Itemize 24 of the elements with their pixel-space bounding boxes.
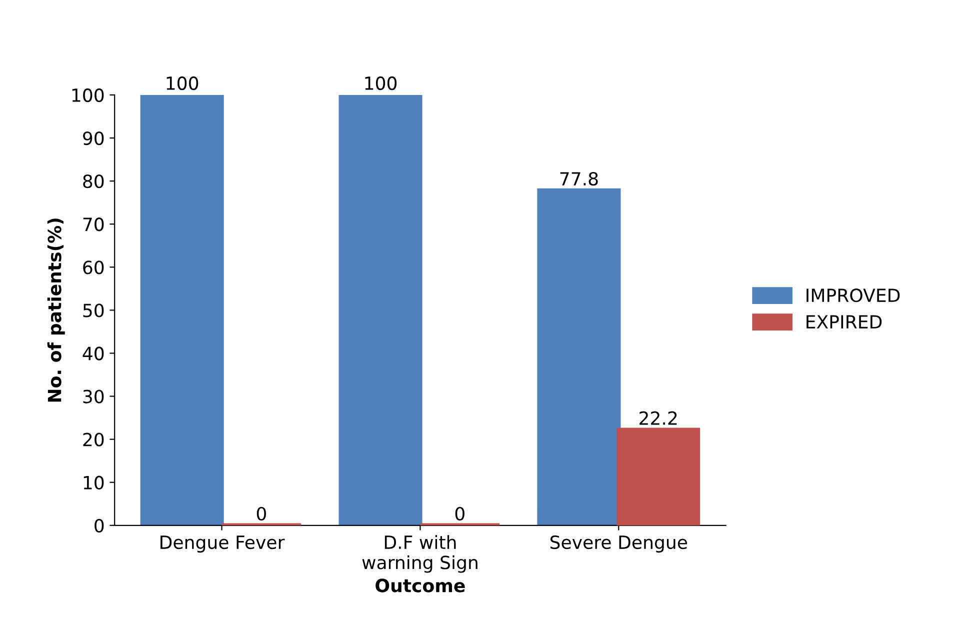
y-tick-label: 10 — [84, 476, 104, 490]
y-tick-label: 40 — [82, 346, 104, 360]
data-label: 22.2 — [640, 411, 677, 425]
y-tick-label: 60 — [83, 260, 104, 274]
y-axis-title: No. of patients(%) — [47, 218, 65, 402]
y-tick-label: 30 — [83, 390, 104, 404]
y-tick-label: 100 — [72, 88, 104, 102]
y-tick-label: 20 — [83, 432, 104, 446]
x-axis-title: Outcome — [376, 578, 465, 592]
data-label: 77.8 — [560, 172, 598, 186]
legend-label: EXPIRED — [806, 315, 882, 328]
legend-label: IMPROVED — [806, 288, 900, 302]
y-tick-label: 70 — [83, 218, 104, 232]
data-label: 100 — [365, 76, 397, 90]
y-tick-label: 80 — [83, 174, 104, 188]
data-label: 100 — [166, 76, 198, 90]
y-tick-label: 0 — [94, 518, 104, 533]
data-label: 0 — [455, 506, 464, 521]
y-tick-label: 90 — [83, 131, 104, 146]
y-tick-label: 50 — [83, 304, 104, 318]
x-tick-label: D.F with warning Sign — [362, 535, 478, 573]
x-tick-label: Dengue Fever — [160, 536, 285, 553]
data-label: 0 — [256, 506, 266, 521]
x-tick-label: Severe Dengue — [550, 535, 688, 553]
